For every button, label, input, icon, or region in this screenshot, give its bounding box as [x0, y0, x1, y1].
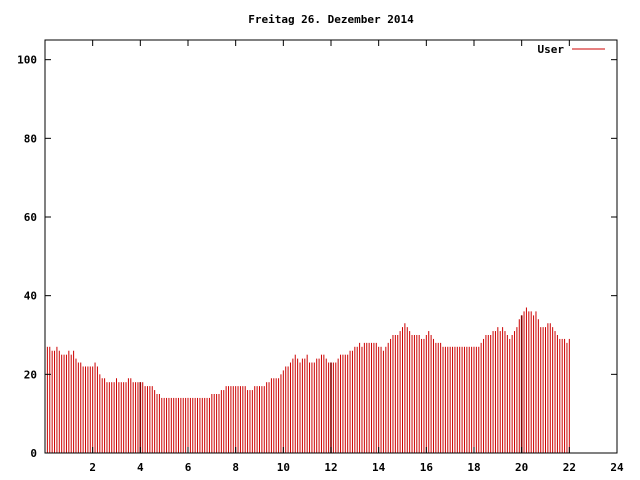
x-tick-label: 10 — [277, 461, 290, 474]
x-tick-label: 24 — [610, 461, 624, 474]
legend: User — [538, 43, 605, 56]
x-tick-label: 2 — [89, 461, 96, 474]
x-tick-label: 14 — [372, 461, 386, 474]
y-tick-label: 0 — [30, 447, 37, 460]
y-tick-label: 20 — [24, 368, 37, 381]
y-tick-label: 100 — [17, 54, 37, 67]
y-tick-label: 60 — [24, 211, 37, 224]
x-tick-label: 6 — [185, 461, 192, 474]
x-tick-label: 16 — [420, 461, 434, 474]
legend-label: User — [538, 43, 565, 56]
chart-title: Freitag 26. Dezember 2014 — [248, 13, 414, 26]
x-tick-label: 20 — [515, 461, 528, 474]
y-tick-label: 40 — [24, 290, 37, 303]
x-tick-label: 22 — [563, 461, 576, 474]
x-tick-label: 8 — [232, 461, 239, 474]
x-tick-label: 4 — [137, 461, 144, 474]
y-tick-label: 80 — [24, 132, 37, 145]
x-tick-label: 18 — [467, 461, 480, 474]
bars-group — [44, 307, 570, 453]
x-tick-label: 12 — [324, 461, 337, 474]
